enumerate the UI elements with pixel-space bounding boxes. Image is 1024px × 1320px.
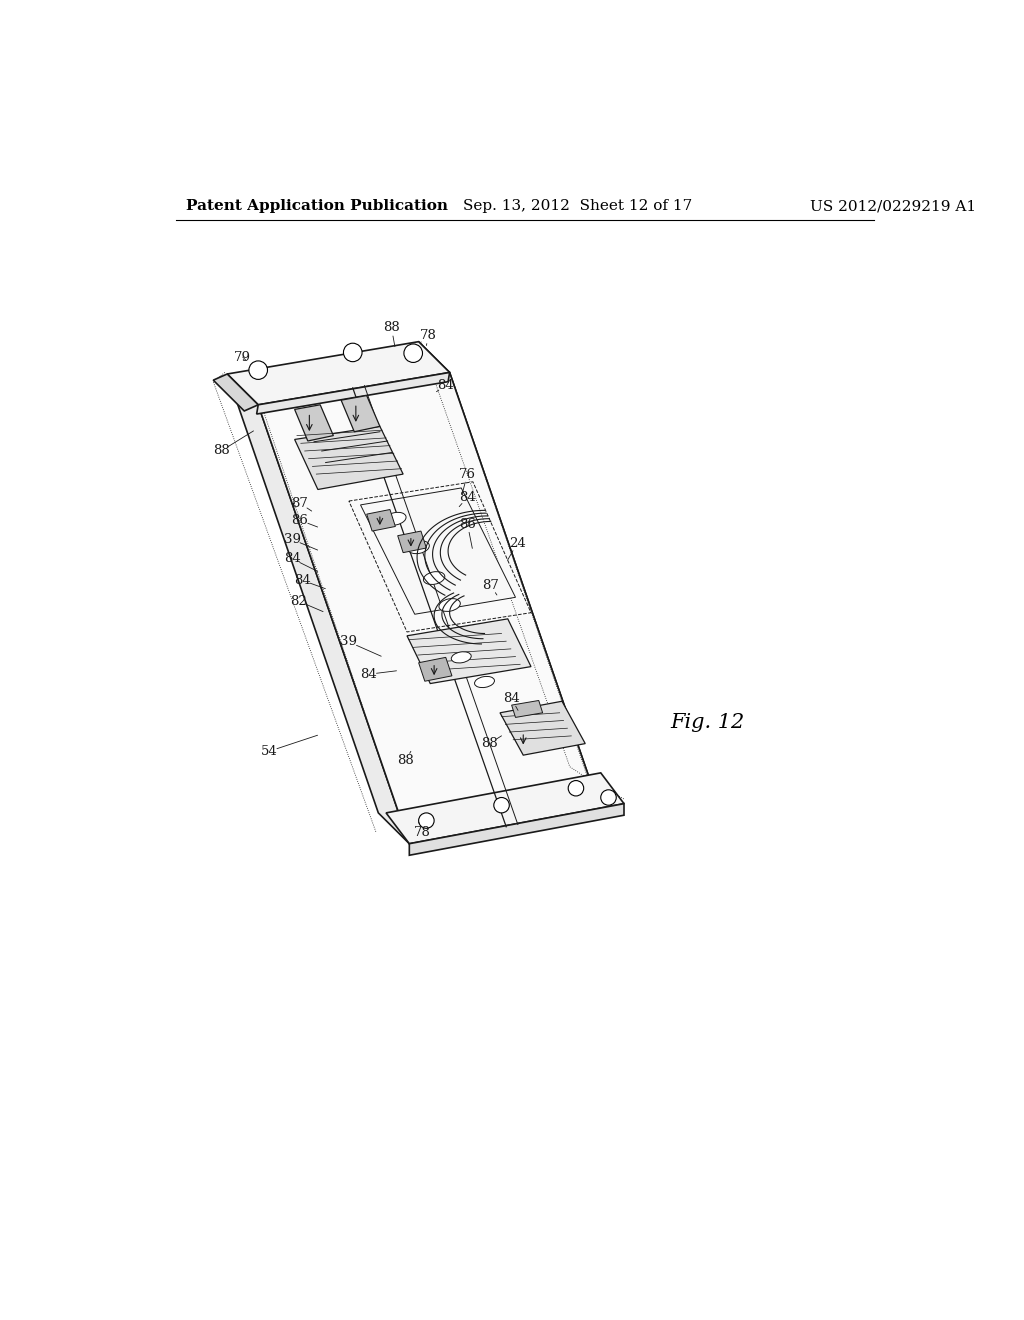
Text: 88: 88	[383, 321, 400, 334]
Polygon shape	[295, 426, 403, 490]
Circle shape	[568, 780, 584, 796]
Text: 54: 54	[261, 744, 278, 758]
Text: 39: 39	[340, 635, 357, 648]
Polygon shape	[213, 374, 258, 411]
Text: 78: 78	[420, 329, 437, 342]
Text: 86: 86	[459, 517, 476, 531]
Text: 76: 76	[459, 467, 476, 480]
Polygon shape	[419, 342, 601, 812]
Polygon shape	[397, 531, 426, 553]
Text: 87: 87	[482, 579, 499, 593]
Text: US 2012/0229219 A1: US 2012/0229219 A1	[810, 199, 976, 213]
Text: 79: 79	[234, 351, 251, 363]
Text: 78: 78	[414, 825, 431, 838]
Ellipse shape	[452, 652, 471, 663]
Polygon shape	[500, 701, 586, 755]
Polygon shape	[295, 405, 334, 441]
Polygon shape	[386, 774, 624, 843]
Ellipse shape	[439, 598, 461, 611]
Text: 84: 84	[459, 491, 476, 504]
Circle shape	[601, 789, 616, 805]
Ellipse shape	[424, 572, 444, 585]
Text: 84: 84	[437, 379, 454, 392]
Ellipse shape	[385, 512, 407, 525]
Polygon shape	[419, 657, 452, 681]
Circle shape	[403, 345, 423, 363]
Text: 84: 84	[359, 668, 377, 681]
Text: Patent Application Publication: Patent Application Publication	[186, 199, 449, 213]
Text: 39: 39	[284, 533, 301, 546]
Polygon shape	[512, 701, 543, 718]
Ellipse shape	[474, 676, 495, 688]
Polygon shape	[410, 804, 624, 855]
Text: 82: 82	[290, 594, 307, 607]
Text: 88: 88	[481, 737, 498, 750]
Text: 87: 87	[292, 496, 308, 510]
Text: Sep. 13, 2012  Sheet 12 of 17: Sep. 13, 2012 Sheet 12 of 17	[463, 199, 692, 213]
Text: 88: 88	[397, 754, 414, 767]
Polygon shape	[360, 488, 515, 614]
Polygon shape	[407, 619, 531, 684]
Text: 84: 84	[284, 552, 301, 565]
Circle shape	[249, 360, 267, 379]
Text: 84: 84	[294, 574, 310, 587]
Circle shape	[343, 343, 362, 362]
Text: 24: 24	[509, 537, 525, 550]
Polygon shape	[227, 342, 450, 405]
Polygon shape	[341, 396, 380, 432]
Text: 86: 86	[292, 513, 308, 527]
Text: Fig. 12: Fig. 12	[670, 713, 744, 733]
Polygon shape	[258, 372, 601, 843]
Ellipse shape	[408, 541, 429, 553]
Polygon shape	[367, 510, 395, 531]
Circle shape	[494, 797, 509, 813]
Text: 88: 88	[213, 445, 229, 458]
Text: 84: 84	[503, 693, 520, 705]
Polygon shape	[257, 372, 450, 414]
Circle shape	[419, 813, 434, 829]
Polygon shape	[227, 374, 410, 843]
